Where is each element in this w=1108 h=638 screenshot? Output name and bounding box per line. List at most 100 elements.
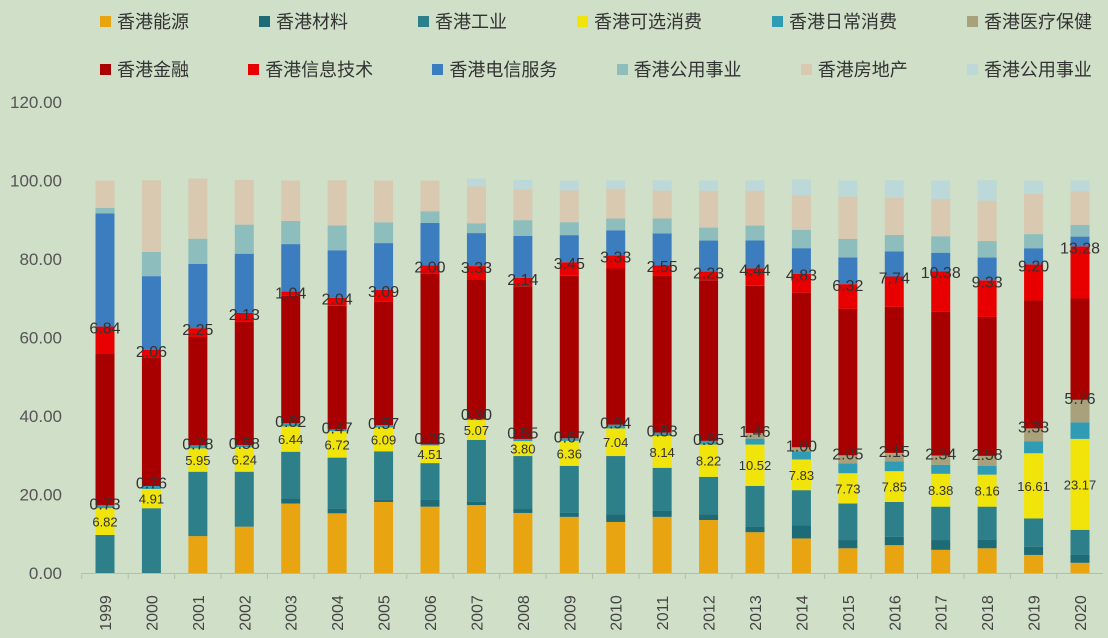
bar-segment (513, 179, 533, 190)
data-label: 2.14 (507, 272, 538, 289)
bar-segment (977, 539, 997, 549)
bar-segment (931, 311, 951, 456)
bar-segment (513, 220, 533, 236)
bar-segment (699, 444, 719, 477)
bar-segment (559, 516, 579, 573)
bar-segment (699, 440, 719, 445)
bar-segment (466, 501, 486, 506)
data-label: 2.23 (693, 266, 724, 283)
bar-segment (513, 512, 533, 573)
legend-swatch (259, 15, 270, 27)
bar-segment (931, 198, 951, 237)
bar-segment (791, 525, 811, 539)
data-label: 4.51 (417, 447, 442, 462)
bar-segment (466, 186, 486, 224)
bar-segment (559, 222, 579, 236)
data-label: 6.32 (832, 278, 863, 295)
data-label: 13.28 (1060, 240, 1100, 257)
data-label: 2.55 (647, 259, 678, 276)
bar-segment (234, 224, 254, 254)
data-label: 1.04 (275, 286, 306, 303)
bar-segment (141, 488, 161, 509)
bar-segment (95, 213, 115, 327)
bar-segment (188, 448, 208, 472)
data-label: 2.05 (832, 446, 863, 463)
bar-segment (931, 473, 951, 507)
bar-segment (838, 257, 858, 285)
bar-segment (374, 180, 394, 223)
bar-segment (606, 456, 626, 515)
data-label: 6.72 (324, 437, 349, 452)
y-tick-label: 40.00 (19, 407, 62, 426)
bar-segment (420, 499, 440, 507)
data-label: 10.52 (739, 458, 772, 473)
bar-segment (884, 234, 904, 252)
bar-segment (95, 508, 115, 535)
bar-segment (327, 180, 347, 226)
data-label: 0.67 (554, 429, 585, 446)
data-label: 6.24 (232, 452, 257, 467)
bar-segment (327, 429, 347, 432)
data-label: 2.00 (414, 259, 445, 276)
bar-segment (884, 251, 904, 277)
bar-segment (791, 459, 811, 491)
bar-segment (141, 276, 161, 350)
legend-item: 香港能源 (100, 8, 189, 34)
bar-segment (1024, 518, 1044, 547)
bar-segment (977, 316, 997, 456)
data-label: 3.33 (1018, 419, 1049, 436)
bar-segment (931, 180, 951, 199)
bar-segment (699, 240, 719, 272)
bar-segment (1070, 191, 1090, 225)
bar-segment (699, 514, 719, 521)
bar-segment (327, 305, 347, 430)
x-tick-label: 2020 (1073, 595, 1090, 631)
data-label: 23.17 (1064, 477, 1097, 492)
data-label: 6.84 (89, 321, 120, 338)
bar-segment (141, 251, 161, 277)
bar-segment (374, 499, 394, 502)
bar-segment (188, 263, 208, 329)
bar-segment (327, 513, 347, 573)
bar-segment (838, 455, 858, 464)
bar-segment (838, 548, 858, 573)
bar-segment (606, 180, 626, 189)
data-label: 0.47 (322, 420, 353, 437)
data-label: 8.14 (649, 445, 674, 460)
bar-segment (327, 508, 347, 514)
bar-segment (374, 451, 394, 500)
legend-item: 香港公用事业 (966, 56, 1092, 82)
bar-segment (559, 440, 579, 466)
x-tick-label: 2010 (609, 595, 626, 631)
bar-segment (745, 444, 765, 486)
bar-segment (420, 265, 440, 274)
x-tick-label: 2007 (469, 595, 486, 631)
bar-segment (606, 255, 626, 269)
x-tick-label: 2015 (841, 595, 858, 631)
data-label: 0.78 (182, 436, 213, 453)
x-tick-label: 2005 (377, 595, 394, 631)
bar-segment (466, 233, 486, 267)
bar-segment (791, 292, 811, 448)
bar-segment (327, 431, 347, 458)
data-label: 0.58 (229, 436, 260, 453)
bar-segment (745, 240, 765, 269)
y-tick-label: 100.00 (10, 172, 62, 191)
bar-segment (606, 521, 626, 573)
x-tick-label: 2001 (191, 595, 208, 631)
data-label: 2.04 (322, 292, 353, 309)
legend-swatch (432, 63, 444, 75)
data-label: 7.83 (789, 468, 814, 483)
bar-segment (281, 498, 301, 504)
bar-segment (95, 180, 115, 209)
bar-segment (699, 280, 719, 441)
legend-label: 香港信息技术 (265, 60, 374, 81)
data-label: 0.94 (600, 416, 631, 433)
data-label: 4.91 (139, 492, 164, 507)
bar-segment (327, 225, 347, 251)
bar-segment (699, 227, 719, 241)
bar-segment (513, 277, 533, 287)
x-tick-label: 2004 (330, 595, 347, 631)
bar-segment (374, 289, 394, 302)
legend-swatch (966, 63, 978, 75)
